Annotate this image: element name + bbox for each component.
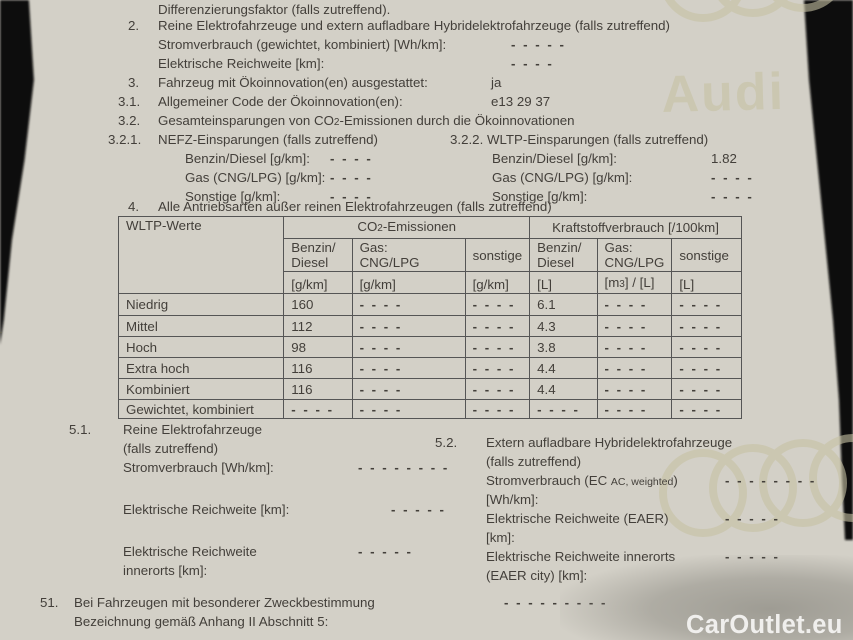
svg-text:Audi: Audi [661,63,786,124]
